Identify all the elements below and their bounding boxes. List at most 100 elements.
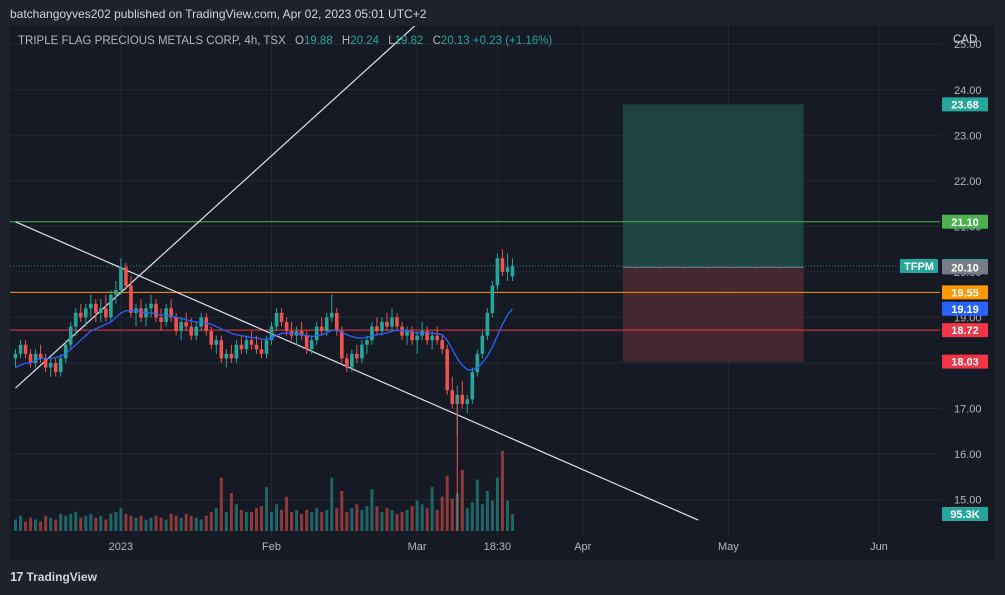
volume-bar xyxy=(259,506,263,531)
price-badges: 23.6821.10TFPM20.1320.1019.5519.1918.721… xyxy=(900,97,988,521)
currency-label[interactable]: CAD xyxy=(953,34,978,46)
candle-body xyxy=(214,340,219,345)
candle-body xyxy=(63,344,68,359)
candle-body xyxy=(299,331,304,336)
candle-body xyxy=(58,358,63,373)
high-value: 20.24 xyxy=(350,35,380,47)
volume-bar xyxy=(415,500,419,531)
volume-bar xyxy=(365,506,369,531)
candle-body xyxy=(380,321,384,332)
volume-bar xyxy=(219,477,223,531)
target-zone xyxy=(622,104,804,268)
time-tick-label: Mar xyxy=(408,541,427,553)
candle-body xyxy=(365,340,369,345)
price-chart[interactable]: 15.0016.0017.0018.0019.0020.0021.0022.00… xyxy=(10,26,995,560)
symbol-label[interactable]: TRIPLE FLAG PRECIOUS METALS CORP, 4h, TS… xyxy=(18,35,286,47)
tradingview-logo-text: TradingView xyxy=(26,569,97,584)
candle-body xyxy=(475,353,480,373)
price-tick-label: 15.00 xyxy=(954,495,982,507)
candle-body xyxy=(184,321,188,327)
candle-body xyxy=(355,353,359,359)
volume-bar xyxy=(39,521,43,531)
time-tick-label: Apr xyxy=(574,541,591,553)
volume-badge-label: 95.3K xyxy=(950,509,979,521)
candle-body xyxy=(174,317,178,332)
candle-body xyxy=(244,340,249,350)
volume-bar xyxy=(445,475,449,531)
candle-body xyxy=(309,340,314,350)
candle-body xyxy=(13,353,18,359)
candle-body xyxy=(139,308,143,318)
price-badge-label: 23.68 xyxy=(951,99,979,111)
volume-bar xyxy=(119,508,123,531)
volume-bar xyxy=(465,508,469,531)
candle-body xyxy=(510,265,515,277)
candle-body xyxy=(505,267,510,272)
moving-average xyxy=(15,308,513,371)
candle-body xyxy=(38,353,43,359)
candle-body xyxy=(78,312,83,318)
volume-bar xyxy=(510,513,514,531)
volume-bar xyxy=(189,515,193,531)
volume-bar xyxy=(94,517,98,531)
price-tick-label: 16.00 xyxy=(954,449,982,461)
volume-bar xyxy=(435,510,439,531)
volume-bar xyxy=(330,477,334,531)
price-badge-bg xyxy=(942,214,988,229)
volume-bar xyxy=(470,502,474,531)
candle-body xyxy=(430,335,434,341)
candle-body xyxy=(480,335,485,354)
price-tick-label: 25.00 xyxy=(954,39,982,51)
candle-body xyxy=(23,344,28,354)
candle-body xyxy=(169,308,173,318)
ma-line xyxy=(15,308,513,371)
time-tick-label: May xyxy=(718,541,739,553)
volume-bar xyxy=(280,510,284,531)
volume-bar xyxy=(410,506,414,531)
volume-bar xyxy=(285,496,289,531)
price-tick-label: 24.00 xyxy=(954,85,982,97)
volume-bar xyxy=(495,477,499,531)
volume-bar xyxy=(500,451,504,531)
volume-bar xyxy=(154,515,158,531)
candle-body xyxy=(264,340,269,354)
volume-bar xyxy=(49,517,53,531)
candle-body xyxy=(83,308,88,318)
candle-body xyxy=(485,312,490,336)
volume-bar xyxy=(440,496,444,531)
tradingview-logo-icon: 17 xyxy=(10,569,24,584)
candle-body xyxy=(43,358,48,368)
candle-body xyxy=(179,321,183,332)
volume-bar xyxy=(375,506,379,531)
volume-bar xyxy=(315,508,319,531)
price-badge-bg xyxy=(942,301,988,316)
candle-body xyxy=(219,340,224,359)
price-tick-label: 17.00 xyxy=(954,404,982,416)
volume-bar xyxy=(74,511,78,531)
price-badge-label: 18.72 xyxy=(951,325,979,337)
candle-body xyxy=(500,258,505,272)
volume-bar xyxy=(300,513,304,531)
volume-bar xyxy=(490,500,494,531)
volume-bar xyxy=(275,504,279,531)
tradingview-logo[interactable]: 17 TradingView xyxy=(10,569,97,584)
candle-body xyxy=(490,285,495,313)
volume-bar xyxy=(290,511,294,531)
volume-bar xyxy=(390,510,394,531)
volume-bars xyxy=(14,451,514,531)
volume-bar xyxy=(380,511,384,531)
chart-frame[interactable]: 15.0016.0017.0018.0019.0020.0021.0022.00… xyxy=(10,26,995,560)
low-value: 19.82 xyxy=(394,35,424,47)
ohlc-legend: TRIPLE FLAG PRECIOUS METALS CORP, 4h, TS… xyxy=(18,35,552,47)
volume-bar xyxy=(184,513,188,531)
volume-bar xyxy=(224,511,228,531)
volume-bar xyxy=(139,515,143,531)
volume-bar xyxy=(84,515,88,531)
change-value: +0.23 (+1.16%) xyxy=(472,35,553,47)
candle-body xyxy=(119,267,123,291)
candle-body xyxy=(319,326,324,332)
volume-bar xyxy=(340,491,344,531)
volume-bar xyxy=(485,491,489,531)
volume-bar xyxy=(395,513,399,531)
candle-body xyxy=(274,312,279,327)
